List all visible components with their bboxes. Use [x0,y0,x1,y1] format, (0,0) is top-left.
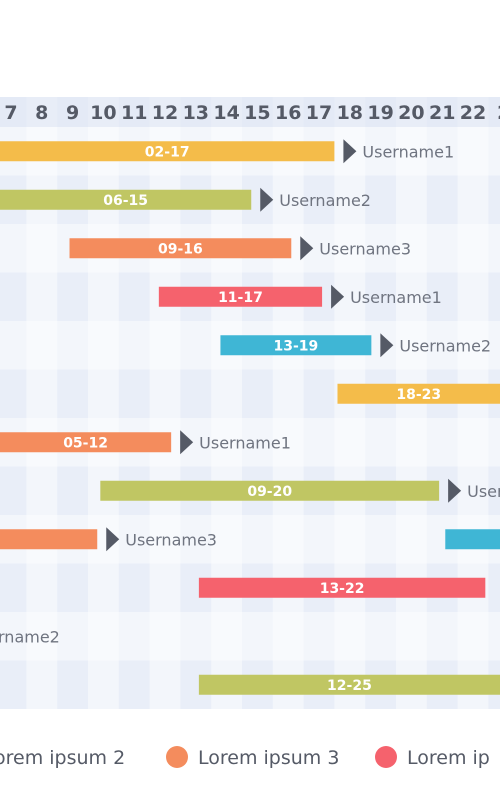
arrow-icon [300,236,314,261]
gantt-bar [0,432,172,453]
gantt-bar [198,674,500,695]
gantt-bar [220,335,372,356]
arrow-icon [380,333,394,358]
x-tick-label: 12 [152,102,178,124]
arrow-icon [331,284,345,309]
bar-label: 02-17 [145,144,190,160]
x-tick-label: 11 [121,102,147,124]
user-label: Username2 [399,336,491,355]
gantt-bar [0,189,252,210]
bar-label: 09-20 [247,484,292,500]
x-tick-label: 20 [398,102,424,124]
x-tick-label: 2 [497,102,500,124]
arrow-icon [343,139,357,164]
bar-label: 13-22 [320,581,365,597]
bar-label: 05-12 [63,435,108,451]
user-label: Username3 [125,530,217,549]
arrow-icon [180,430,194,455]
bar-label: 09-16 [158,241,203,257]
x-tick-label: 19 [367,102,393,124]
user-label: Username1 [362,142,454,161]
gantt-bar [0,529,98,550]
gantt-bar [100,480,440,501]
gantt-bar [198,577,486,598]
grid-row-band [0,612,500,661]
user-label: Username3 [319,239,411,258]
arrow-icon [260,187,274,212]
x-tick-label: 22 [460,102,486,124]
user-label: rname2 [0,627,60,646]
header-band [0,97,500,127]
bar-label: 12-25 [327,678,372,694]
x-tick-label: 7 [4,102,17,124]
user-label: Usern [467,482,500,501]
legend-swatch [375,746,397,768]
arrow-icon [448,478,462,503]
bar-label: 18-23 [396,387,441,403]
gantt-bar [445,529,500,550]
x-tick-label: 14 [213,102,239,124]
bar-label: 13-19 [274,338,319,354]
arrow-icon [106,527,120,552]
user-label: Username2 [279,191,371,210]
x-tick-label: 8 [35,102,48,124]
gantt-bar [69,238,292,259]
x-tick-label: 9 [66,102,79,124]
gantt-bar [337,383,500,404]
bar-label: 06-15 [103,193,148,209]
x-tick-label: 18 [337,102,363,124]
legend-swatch [166,746,188,768]
gantt-bar [158,286,323,307]
x-tick-label: 16 [275,102,301,124]
legend-label: Lorem ip [407,747,490,769]
user-label: Username1 [350,288,442,307]
x-tick-label: 10 [90,102,116,124]
x-tick-label: 15 [244,102,270,124]
gantt-bar [0,141,335,162]
bar-label: 11-17 [218,290,263,306]
x-tick-label: 21 [429,102,455,124]
grid-column-band [303,97,335,709]
legend-label: Lorem ipsum 3 [198,747,339,769]
x-tick-label: 17 [306,102,332,124]
x-tick-label: 13 [183,102,209,124]
user-label: Username1 [199,433,291,452]
legend-label: orem ipsum 2 [0,747,125,769]
